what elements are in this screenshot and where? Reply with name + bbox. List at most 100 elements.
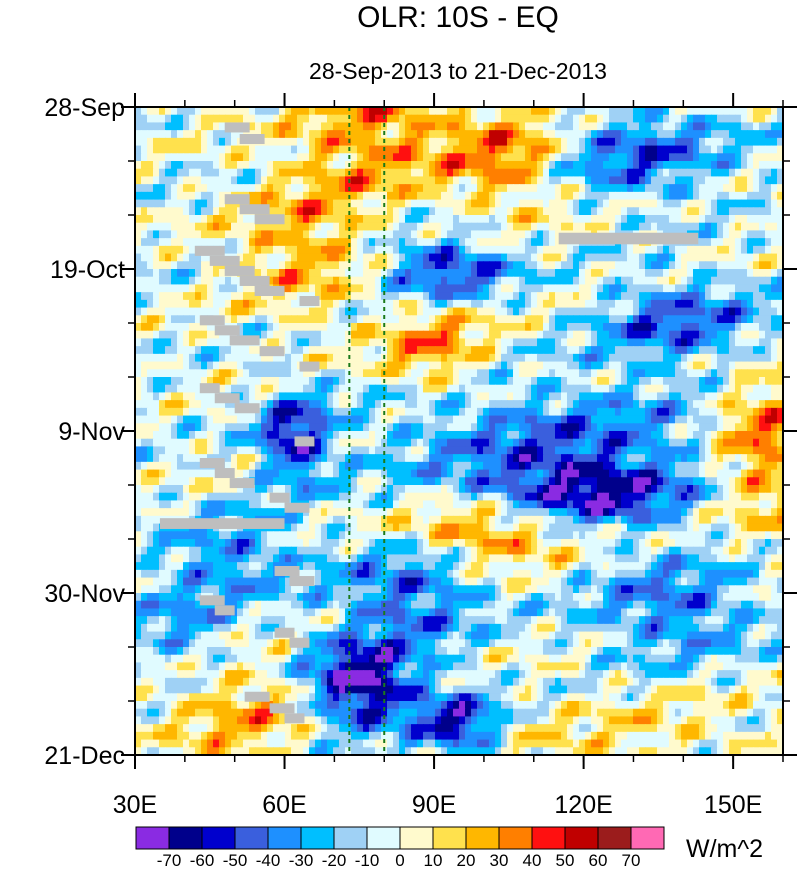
field-cell <box>591 307 598 316</box>
field-cell <box>597 184 604 193</box>
field-cell <box>531 145 538 154</box>
field-cell <box>705 431 712 440</box>
field-cell <box>723 423 730 432</box>
field-cell <box>345 269 352 278</box>
field-cell <box>723 346 730 355</box>
field-cell <box>459 400 466 409</box>
field-cell <box>573 415 580 424</box>
field-cell <box>717 222 724 232</box>
field-cell <box>465 184 472 193</box>
field-cell <box>735 323 742 332</box>
field-cell <box>441 446 448 455</box>
field-cell <box>435 276 442 286</box>
field-cell <box>195 353 202 363</box>
field-cell <box>495 446 502 455</box>
field-cell <box>495 168 502 178</box>
field-cell <box>411 269 418 278</box>
field-cell <box>333 114 340 124</box>
field-cell <box>369 377 376 386</box>
field-cell <box>375 222 382 232</box>
field-cell <box>771 353 778 363</box>
field-cell <box>225 145 232 154</box>
field-cell <box>453 269 460 278</box>
field-cell <box>453 230 460 239</box>
field-cell <box>477 107 484 116</box>
field-cell <box>603 253 610 262</box>
field-cell <box>531 446 538 455</box>
field-cell <box>621 392 628 401</box>
field-cell <box>735 137 742 147</box>
field-cell <box>225 415 232 424</box>
field-cell <box>315 122 322 131</box>
field-cell <box>567 369 574 378</box>
field-cell <box>567 392 574 401</box>
field-cell <box>741 353 748 363</box>
field-cell <box>651 269 658 278</box>
field-cell <box>591 353 598 363</box>
field-cell <box>315 338 322 347</box>
field-cell <box>231 461 238 471</box>
field-cell <box>687 369 694 378</box>
field-cell <box>357 261 364 270</box>
field-cell <box>321 338 328 347</box>
field-cell <box>663 168 670 178</box>
field-cell <box>231 400 238 409</box>
field-cell <box>663 323 670 332</box>
field-cell <box>567 384 574 394</box>
field-cell <box>219 438 226 448</box>
field-cell <box>597 361 604 370</box>
field-cell <box>735 238 742 247</box>
field-cell <box>495 276 502 286</box>
field-cell <box>771 122 778 131</box>
field-cell <box>213 377 220 386</box>
field-cell <box>441 107 448 116</box>
field-cell <box>621 122 628 131</box>
field-cell <box>519 145 526 154</box>
field-cell <box>333 161 340 170</box>
field-cell <box>771 315 778 324</box>
field-cell <box>447 415 454 424</box>
field-cell <box>465 199 472 208</box>
field-cell <box>303 161 310 170</box>
field-cell <box>591 107 598 116</box>
field-cell <box>543 384 550 394</box>
field-cell <box>501 284 508 293</box>
field-cell <box>267 423 274 432</box>
field-cell <box>567 292 574 301</box>
field-cell <box>585 369 592 378</box>
field-cell <box>495 454 502 463</box>
field-cell <box>483 130 490 139</box>
field-cell <box>537 184 544 193</box>
field-cell <box>609 431 616 440</box>
field-cell <box>405 230 412 239</box>
field-cell <box>315 384 322 394</box>
field-cell <box>441 199 448 208</box>
field-cell <box>309 415 316 424</box>
field-cell <box>345 307 352 316</box>
field-cell <box>537 438 544 448</box>
field-cell <box>657 130 664 139</box>
field-cell <box>201 299 208 309</box>
field-cell <box>273 369 280 378</box>
field-cell <box>291 361 298 370</box>
field-cell <box>441 114 448 124</box>
field-cell <box>579 137 586 147</box>
field-cell <box>651 161 658 170</box>
field-cell <box>669 299 676 309</box>
field-cell <box>573 392 580 401</box>
field-cell <box>777 369 784 378</box>
field-cell <box>429 299 436 309</box>
field-cell <box>495 137 502 147</box>
field-cell <box>687 315 694 324</box>
field-cell <box>711 384 718 394</box>
field-cell <box>741 215 748 224</box>
field-cell <box>507 307 514 316</box>
field-cell <box>237 392 244 401</box>
field-cell <box>567 415 574 424</box>
field-cell <box>597 207 604 216</box>
field-cell <box>741 438 748 448</box>
field-cell <box>753 107 760 116</box>
field-cell <box>309 315 316 324</box>
field-cell <box>729 238 736 247</box>
field-cell <box>339 307 346 316</box>
